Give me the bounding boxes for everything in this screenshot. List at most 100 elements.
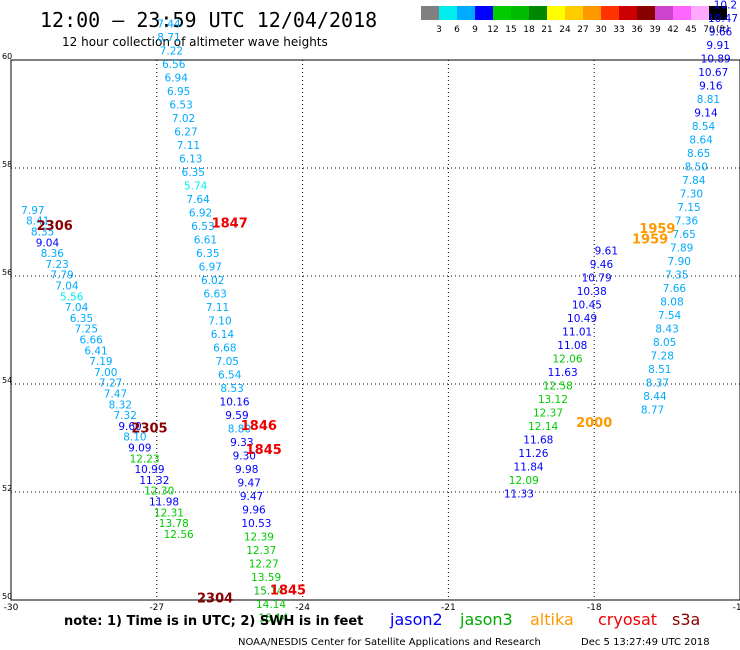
wave-height-label: 11.08	[557, 340, 587, 352]
wave-height-label: 8.81	[697, 94, 720, 106]
y-tick-label: 56	[2, 268, 12, 277]
legend-swatch	[493, 6, 511, 20]
wave-height-label: 6.61	[194, 235, 217, 247]
wave-height-label: 8.64	[689, 135, 713, 147]
legend-swatch	[457, 6, 475, 20]
wave-height-label: 7.02	[172, 113, 195, 125]
wave-height-label: 12.37	[533, 407, 563, 419]
satellite-jason2: jason2	[389, 610, 443, 629]
wave-height-label: 6.35	[182, 167, 205, 179]
wave-height-label: 7.10	[208, 316, 231, 328]
wave-height-label: 7.15	[677, 202, 700, 214]
plot-area: -30 -27 -24 -21 -18 -15 50 52 54 56 58 60 7.978.41…	[2, 0, 740, 625]
wave-height-label: 8.71	[157, 32, 180, 44]
pass-time-label: 2306	[37, 219, 73, 234]
wave-height-label: 7.19	[89, 356, 112, 368]
wave-height-label: 7.66	[663, 283, 687, 295]
wave-height-label: 12.58	[543, 380, 573, 392]
wave-height-label: 6.94	[165, 73, 189, 85]
footer-timestamp: Dec 5 13:27:49 UTC 2018	[581, 637, 710, 648]
wave-height-label: 7.04	[65, 302, 89, 314]
wave-height-label: 10.99	[134, 464, 164, 476]
legend-swatch	[637, 6, 655, 20]
y-tick-label: 54	[2, 376, 12, 385]
legend-swatch	[691, 6, 709, 20]
wave-height-label: 8.35	[31, 227, 54, 239]
wave-height-label: 9.04	[36, 237, 60, 249]
wave-height-label: 11.32	[139, 475, 169, 487]
wave-height-label: 10.2	[714, 0, 737, 12]
wave-height-label: 10.79	[582, 272, 612, 284]
wave-height-label: 7.04	[55, 281, 79, 293]
wave-height-label: 7.97	[21, 205, 44, 217]
wave-height-label: 7.32	[114, 410, 137, 422]
wave-height-label: 6.14	[211, 329, 235, 341]
wave-height-label: 7.22	[160, 46, 183, 58]
legend-label: 33	[613, 25, 624, 35]
wave-height-label: 9.09	[128, 443, 151, 455]
legend-label: 6	[454, 25, 460, 35]
wave-height-label: 10.89	[701, 54, 731, 66]
wave-height-label: 9.30	[233, 451, 256, 463]
wave-height-label: 11.68	[523, 434, 553, 446]
wave-height-label: 6.97	[199, 262, 222, 274]
pass-time-label: 1845	[246, 443, 282, 458]
wave-height-label: 7.36	[675, 216, 699, 228]
wave-height-label: 6.63	[203, 289, 226, 301]
wave-height-label: 12.23	[130, 453, 160, 465]
wave-height-label: 9.61	[595, 245, 618, 257]
wave-height-label: 8.44	[643, 391, 667, 403]
wave-height-label: 7.27	[99, 378, 122, 390]
wave-height-label: 6.13	[179, 154, 202, 166]
wave-height-label: 8.77	[641, 405, 664, 417]
wave-height-label: 9.47	[237, 478, 260, 490]
wave-height-label: 7.23	[45, 259, 68, 271]
wave-height-label: 5.74	[184, 181, 208, 193]
legend-label: 18	[523, 25, 535, 35]
wave-height-label: 12.56	[164, 529, 194, 541]
wave-height-label: 12.27	[249, 559, 279, 571]
wave-height-label: 8.80	[228, 424, 251, 436]
y-axis: 50 52 54 56 58 60	[2, 52, 12, 601]
wave-height-label: 10.45	[572, 299, 602, 311]
y-tick-label: 58	[2, 160, 12, 169]
legend-swatch	[475, 6, 493, 20]
wave-height-label: 6.35	[70, 313, 93, 325]
wave-height-label: 5.56	[60, 291, 84, 303]
wave-height-label: 7.89	[670, 243, 693, 255]
legend-swatch	[655, 6, 673, 20]
wave-height-label: 8.65	[687, 148, 710, 160]
wave-height-label: 13.59	[251, 572, 281, 584]
legend-swatch	[583, 6, 601, 20]
wave-height-label: 14.14	[256, 599, 286, 611]
wave-height-label: 12.39	[244, 532, 274, 544]
wave-height-label: 6.54	[218, 370, 242, 382]
wave-height-label: 7.35	[665, 270, 688, 282]
legend-swatch	[601, 6, 619, 20]
x-tick-label: -18	[587, 603, 602, 613]
wave-height-label: 7.54	[658, 310, 682, 322]
wave-height-label: 8.41	[26, 216, 49, 228]
wave-height-label: 12.31	[154, 507, 184, 519]
satellite-s3a: s3a	[672, 610, 700, 629]
satellite-jason3: jason3	[459, 610, 513, 629]
wave-height-label: 12.30	[144, 486, 174, 498]
legend-swatch	[619, 6, 637, 20]
wave-height-label: 6.95	[167, 86, 190, 98]
wave-height-label: 10.16	[220, 397, 250, 409]
pass-time-label: 2000	[576, 416, 612, 431]
wave-height-label: 7.05	[216, 356, 239, 368]
x-tick-label: -30	[4, 603, 19, 613]
x-tick-label: -24	[295, 603, 310, 613]
wave-height-label: 6.53	[191, 221, 214, 233]
wave-height-label: 9.59	[225, 410, 248, 422]
legend-swatch	[673, 6, 691, 20]
legend-label: 36	[631, 25, 643, 35]
wave-height-label: 8.36	[41, 248, 65, 260]
legend-label: 39	[649, 25, 661, 35]
wave-height-label: 7.44	[157, 19, 181, 31]
wave-height-label: 6.66	[79, 335, 103, 347]
wave-height-label: 7.90	[668, 256, 691, 268]
wave-height-label: 10.67	[698, 67, 728, 79]
